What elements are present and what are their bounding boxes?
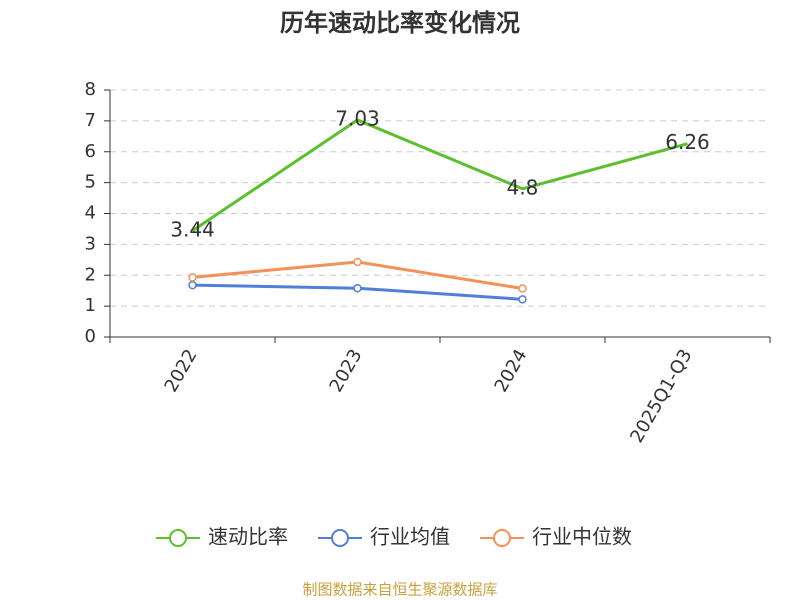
point [353, 283, 362, 293]
legend-label: 行业中位数 [532, 525, 632, 549]
value-label: 6.26 [665, 130, 710, 154]
y-tick-label: 7 [85, 110, 96, 131]
point [353, 257, 362, 267]
y-tick-label: 3 [85, 233, 96, 254]
y-tick-label: 1 [85, 295, 96, 316]
point [188, 280, 197, 290]
source-note: 制图数据来自恒生聚源数据库 [302, 581, 497, 599]
y-tick-label: 4 [85, 203, 96, 224]
value-label: 3.44 [170, 217, 215, 241]
y-tick-label: 5 [85, 172, 96, 193]
legend-label: 行业均值 [370, 525, 450, 549]
chart-title: 历年速动比率变化情况 [280, 9, 520, 37]
series-line [191, 118, 688, 233]
legend-marker [169, 529, 187, 547]
x-tick-label: 2024 [491, 346, 532, 396]
y-tick-label: 2 [85, 264, 96, 285]
legend-label: 速动比率 [208, 525, 288, 549]
point [518, 295, 527, 304]
y-tick-label: 0 [85, 326, 96, 347]
value-label: 4.8 [507, 175, 539, 199]
y-tick-label: 6 [85, 141, 96, 162]
legend-marker [331, 529, 349, 547]
value-label: 7.03 [335, 106, 380, 130]
x-tick-label: 2022 [161, 346, 202, 396]
x-tick-label: 2023 [326, 346, 367, 396]
legend-marker [493, 529, 511, 547]
point [518, 284, 527, 293]
y-tick-label: 8 [85, 79, 96, 100]
point [188, 273, 197, 282]
x-tick-label: 2025Q1-Q3 [626, 346, 696, 447]
